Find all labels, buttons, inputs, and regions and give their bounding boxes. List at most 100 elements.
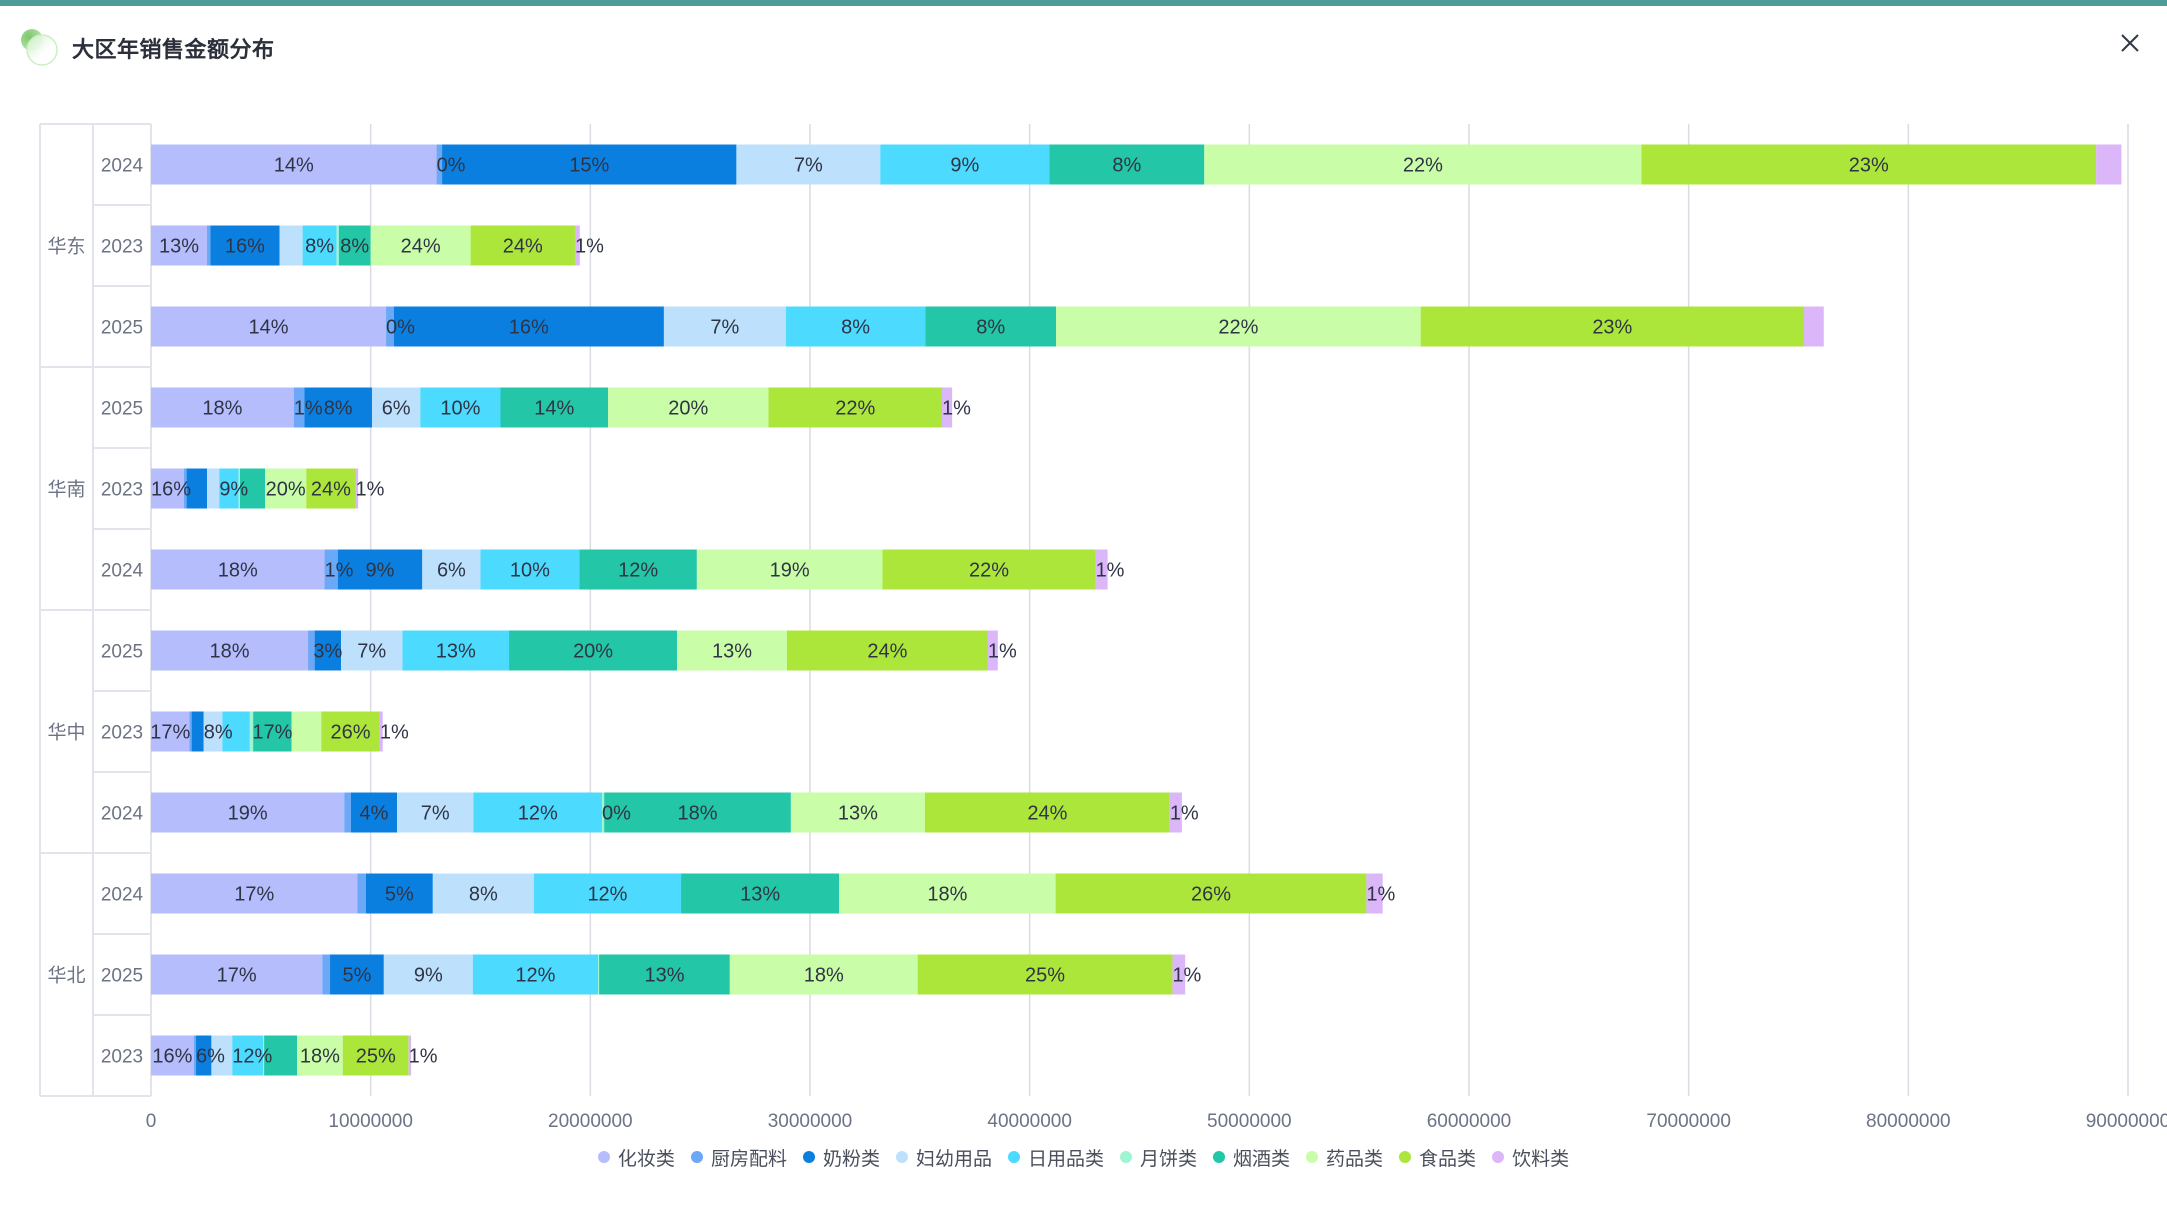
data-label: 18% <box>804 965 844 987</box>
data-label: 7% <box>710 317 739 339</box>
legend-label: 厨房配料 <box>710 1147 787 1170</box>
data-label: 12% <box>232 1046 272 1068</box>
legend-item[interactable]: 药品类 <box>1306 1144 1383 1171</box>
legend-dot-icon <box>1492 1151 1505 1163</box>
data-label: 3% <box>313 641 342 663</box>
data-label: 16% <box>152 1046 192 1068</box>
legend-item[interactable]: 日用品类 <box>1007 1144 1104 1171</box>
legend-label: 月饼类 <box>1140 1147 1198 1170</box>
double-circle-logo-icon <box>21 29 58 66</box>
data-label: 8% <box>340 236 369 258</box>
data-label: 18% <box>210 641 250 663</box>
bar-segment-3 <box>371 387 421 428</box>
year-label: 2023 <box>101 723 143 744</box>
legend-dot-icon <box>802 1151 815 1163</box>
legend-dot-icon <box>1213 1151 1226 1163</box>
bar-segment-6 <box>681 873 840 914</box>
dialog-title: 大区年销售金额分布 <box>72 38 275 63</box>
bar-segment-4 <box>473 792 602 833</box>
bar-segment-5 <box>238 468 240 509</box>
legend-label: 食品类 <box>1419 1147 1477 1170</box>
data-label: 24% <box>401 236 441 258</box>
data-label: 13% <box>436 641 476 663</box>
data-label: 1% <box>294 398 323 420</box>
data-label: 18% <box>218 560 258 582</box>
data-label: 17% <box>234 884 274 906</box>
bar-segment-3 <box>207 468 220 509</box>
data-label: 22% <box>1403 155 1443 177</box>
data-label: 1% <box>988 641 1017 663</box>
data-label: 7% <box>421 803 450 825</box>
bar-segment-8 <box>882 549 1096 590</box>
data-label: 10% <box>440 398 480 420</box>
bar-segment-9 <box>379 711 383 752</box>
data-label: 8% <box>305 236 334 258</box>
legend-dot-icon <box>597 1151 610 1163</box>
bar-segment-1 <box>293 387 305 428</box>
bar-segment-8 <box>1420 306 1804 347</box>
data-label: 8% <box>204 722 233 744</box>
bar-segment-2 <box>304 387 372 428</box>
bar-segment-9 <box>574 225 580 266</box>
bar-segment-4 <box>302 225 337 266</box>
legend-item[interactable]: 化妆类 <box>597 1144 675 1171</box>
data-label: 22% <box>1218 317 1258 339</box>
data-label: 1% <box>325 560 354 582</box>
x-tick-label: 50000000 <box>1207 1111 1292 1132</box>
bar-segment-0 <box>151 711 190 752</box>
bar-segment-3 <box>203 711 223 752</box>
close-icon[interactable] <box>2115 28 2145 58</box>
legend-label: 妇幼用品 <box>915 1147 992 1170</box>
legend-item[interactable]: 食品类 <box>1399 1144 1476 1171</box>
bar-segment-6 <box>599 954 730 995</box>
data-label: 17% <box>217 965 257 987</box>
bar-segment-4 <box>472 954 599 995</box>
bar-segment-0 <box>151 792 345 833</box>
bar-segment-1 <box>193 1035 197 1076</box>
bar-segment-4 <box>785 306 926 347</box>
year-label: 2024 <box>101 804 144 825</box>
bar-segment-1 <box>189 711 192 752</box>
x-tick-label: 10000000 <box>328 1111 413 1132</box>
x-tick-label: 0 <box>146 1111 157 1132</box>
bar-segment-0 <box>151 1035 194 1076</box>
bar-segment-6 <box>509 630 678 671</box>
bar-segment-3 <box>383 954 473 995</box>
bar-segment-7 <box>291 711 322 752</box>
legend-item[interactable]: 奶粉类 <box>802 1144 880 1171</box>
bar-segment-6 <box>239 468 266 509</box>
year-label: 2025 <box>101 399 143 420</box>
legend-item[interactable]: 月饼类 <box>1120 1144 1197 1171</box>
bar-segment-5 <box>249 711 254 752</box>
data-label: 24% <box>867 641 907 663</box>
data-label: 1% <box>1170 803 1199 825</box>
bar-segment-9 <box>1803 306 1824 347</box>
legend-item[interactable]: 烟酒类 <box>1213 1144 1290 1171</box>
data-label: 8% <box>469 884 498 906</box>
bar-segment-1 <box>436 144 443 185</box>
legend-item[interactable]: 妇幼用品 <box>895 1144 992 1171</box>
data-label: 4% <box>360 803 389 825</box>
bar-segment-7 <box>265 468 307 509</box>
stacked-bar-chart: 0 10000000 20000000 30000000 40000000 5000000… <box>39 123 2167 1132</box>
bar-segment-0 <box>151 225 208 266</box>
data-label: 9% <box>950 155 979 177</box>
data-label: 23% <box>1592 317 1632 339</box>
data-label: 16% <box>509 317 549 339</box>
data-label: 1% <box>942 398 971 420</box>
legend-item[interactable]: 饮料类 <box>1492 1144 1569 1171</box>
bar-segment-6 <box>1049 144 1205 185</box>
bar-segment-3 <box>663 306 786 347</box>
data-label: 17% <box>150 722 190 744</box>
x-tick-label: 70000000 <box>1646 1111 1731 1132</box>
bar-segment-6 <box>604 792 791 833</box>
data-label: 8% <box>841 317 870 339</box>
data-label: 13% <box>712 641 752 663</box>
data-label: 10% <box>510 560 550 582</box>
legend-item[interactable]: 厨房配料 <box>690 1144 787 1171</box>
bar-segment-9 <box>942 387 953 428</box>
data-label: 24% <box>503 236 543 258</box>
bar-segment-4 <box>232 1035 264 1076</box>
data-label: 8% <box>324 398 353 420</box>
bar-segment-8 <box>924 792 1170 833</box>
